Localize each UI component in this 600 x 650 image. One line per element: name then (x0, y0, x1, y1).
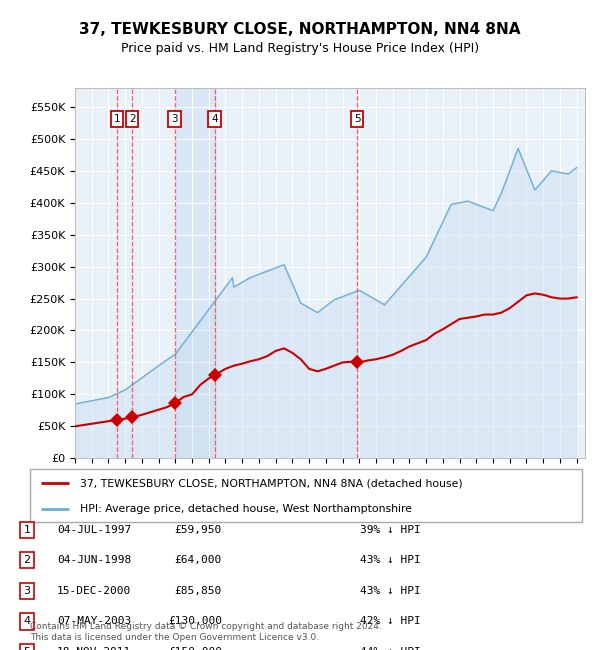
Text: 3: 3 (172, 114, 178, 124)
Text: 42% ↓ HPI: 42% ↓ HPI (360, 616, 421, 627)
Text: 1: 1 (23, 525, 31, 535)
Text: 2: 2 (129, 114, 136, 124)
Text: 2: 2 (23, 555, 31, 566)
Text: 37, TEWKESBURY CLOSE, NORTHAMPTON, NN4 8NA (detached house): 37, TEWKESBURY CLOSE, NORTHAMPTON, NN4 8… (80, 478, 463, 488)
Text: 3: 3 (23, 586, 31, 596)
Text: 5: 5 (354, 114, 361, 124)
Text: £150,000: £150,000 (168, 647, 222, 650)
Text: 1: 1 (113, 114, 120, 124)
FancyBboxPatch shape (30, 469, 582, 522)
Text: 18-NOV-2011: 18-NOV-2011 (57, 647, 131, 650)
Text: Price paid vs. HM Land Registry's House Price Index (HPI): Price paid vs. HM Land Registry's House … (121, 42, 479, 55)
Text: 5: 5 (23, 647, 31, 650)
Text: 37, TEWKESBURY CLOSE, NORTHAMPTON, NN4 8NA: 37, TEWKESBURY CLOSE, NORTHAMPTON, NN4 8… (79, 21, 521, 37)
Text: 44% ↓ HPI: 44% ↓ HPI (360, 647, 421, 650)
Text: 04-JUN-1998: 04-JUN-1998 (57, 555, 131, 566)
Text: 4: 4 (23, 616, 31, 627)
Text: HPI: Average price, detached house, West Northamptonshire: HPI: Average price, detached house, West… (80, 504, 412, 514)
Text: 4: 4 (211, 114, 218, 124)
Text: £130,000: £130,000 (168, 616, 222, 627)
Text: 15-DEC-2000: 15-DEC-2000 (57, 586, 131, 596)
Text: 43% ↓ HPI: 43% ↓ HPI (360, 555, 421, 566)
Text: £85,850: £85,850 (175, 586, 222, 596)
Text: £59,950: £59,950 (175, 525, 222, 535)
Text: 39% ↓ HPI: 39% ↓ HPI (360, 525, 421, 535)
Text: Contains HM Land Registry data © Crown copyright and database right 2024.
This d: Contains HM Land Registry data © Crown c… (30, 622, 382, 642)
Text: £64,000: £64,000 (175, 555, 222, 566)
Text: 07-MAY-2003: 07-MAY-2003 (57, 616, 131, 627)
Text: 43% ↓ HPI: 43% ↓ HPI (360, 586, 421, 596)
Text: 04-JUL-1997: 04-JUL-1997 (57, 525, 131, 535)
Bar (175, 88, 215, 458)
